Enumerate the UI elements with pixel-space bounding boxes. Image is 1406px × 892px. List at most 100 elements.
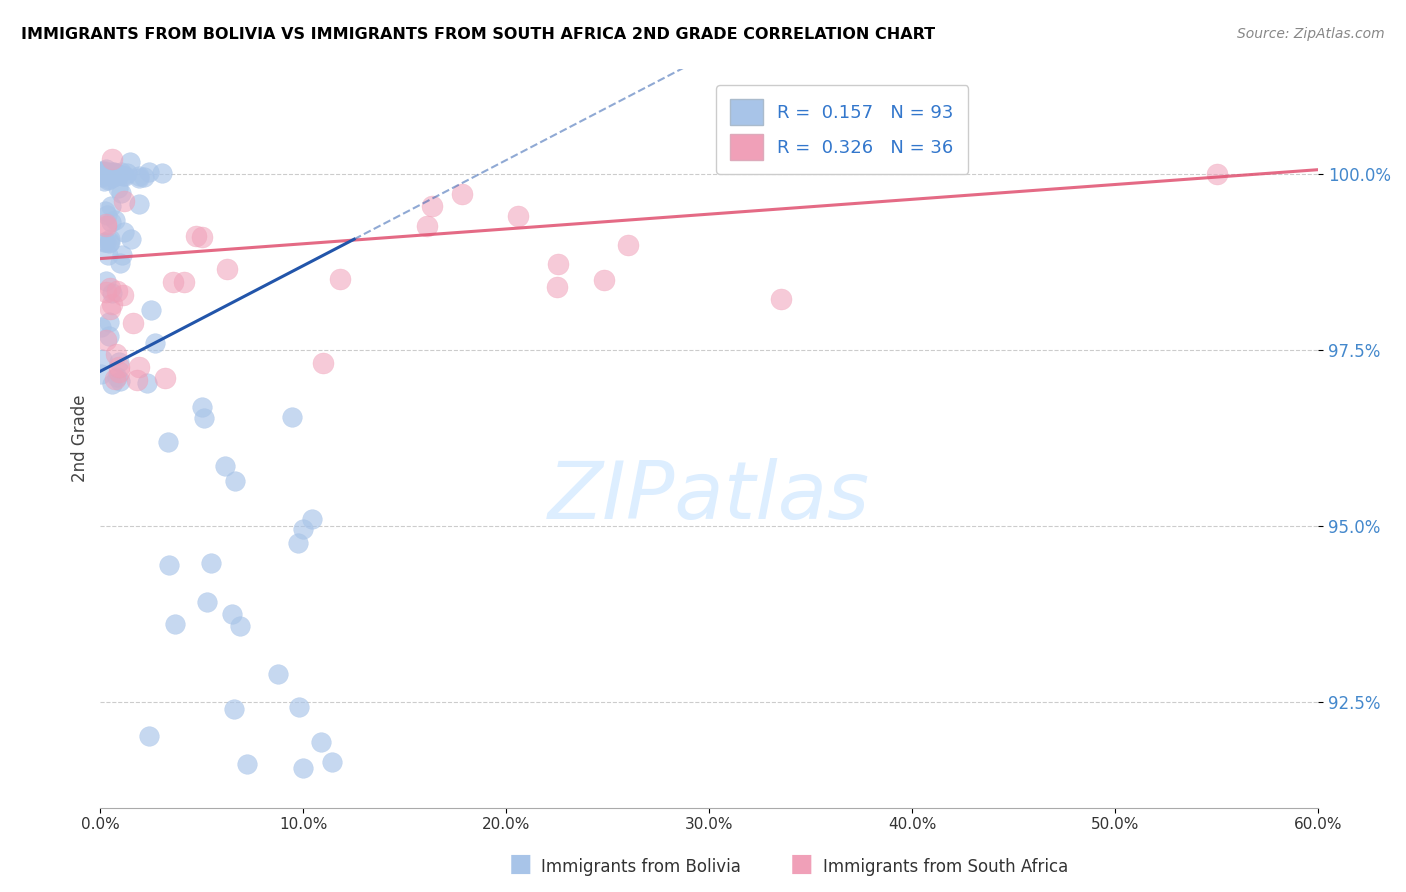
Point (111, 248, 134, 262)
Point (96, 219, 118, 234)
Point (98, 315, 121, 329)
Point (112, 225, 135, 239)
Point (97, 248, 120, 262)
Point (96, 217, 118, 231)
Point (162, 275, 184, 289)
Point (415, 219, 437, 234)
Point (312, 356, 335, 370)
Point (98, 172, 121, 186)
Y-axis label: 2nd Grade: 2nd Grade (72, 394, 89, 482)
Point (163, 617, 186, 632)
Point (138, 165, 160, 179)
Point (105, 370, 128, 384)
Point (224, 702, 246, 716)
Point (101, 376, 124, 391)
Point (329, 271, 352, 285)
Point (451, 186, 474, 201)
Point (143, 335, 166, 350)
Point (96, 333, 118, 347)
Point (98, 281, 121, 295)
Point (108, 365, 131, 379)
Text: Immigrants from Bolivia: Immigrants from Bolivia (541, 858, 741, 876)
Point (288, 700, 311, 714)
Point (98, 236, 121, 251)
Point (138, 729, 160, 743)
Point (110, 165, 132, 179)
Point (104, 166, 127, 180)
Point (98, 328, 121, 343)
Point (122, 316, 145, 330)
Point (150, 165, 173, 179)
Point (93, 168, 115, 182)
Point (215, 262, 238, 277)
Point (90, 170, 112, 185)
Point (157, 558, 180, 572)
Point (104, 347, 127, 361)
Point (110, 186, 132, 200)
Point (506, 209, 529, 223)
Point (118, 155, 141, 169)
Point (96, 274, 118, 288)
Point (100, 215, 122, 229)
Point (107, 360, 129, 375)
Point (546, 279, 568, 293)
Point (93, 174, 115, 188)
Point (1205, 167, 1227, 181)
Point (105, 284, 128, 298)
Point (101, 169, 124, 184)
Point (90, 167, 112, 181)
Point (90, 367, 112, 381)
Point (111, 169, 134, 183)
Point (112, 194, 135, 209)
Legend: R =  0.157   N = 93, R =  0.326   N = 36: R = 0.157 N = 93, R = 0.326 N = 36 (716, 85, 969, 174)
Point (90, 165, 112, 179)
Point (128, 170, 150, 185)
Point (292, 761, 315, 775)
Point (186, 229, 208, 244)
Point (101, 285, 124, 300)
Point (616, 238, 638, 252)
Point (97, 165, 120, 179)
Point (100, 199, 122, 213)
Point (103, 169, 125, 184)
Text: Immigrants from South Africa: Immigrants from South Africa (823, 858, 1067, 876)
Point (136, 376, 159, 391)
Point (94, 165, 117, 179)
Point (101, 152, 124, 166)
Point (90, 164, 112, 178)
Point (301, 511, 323, 525)
Point (214, 458, 236, 473)
Point (769, 292, 792, 306)
Point (191, 401, 214, 415)
Point (139, 303, 162, 318)
Point (100, 297, 122, 311)
Point (94, 168, 117, 182)
Point (321, 756, 343, 770)
Point (96, 285, 118, 299)
Point (200, 557, 222, 571)
Point (98, 235, 121, 249)
Point (107, 180, 129, 194)
Point (93, 235, 115, 250)
Point (191, 229, 214, 244)
Point (280, 409, 302, 424)
Point (108, 354, 131, 368)
Point (128, 359, 150, 374)
Point (100, 169, 122, 184)
Point (96, 208, 118, 222)
Point (193, 411, 215, 425)
Text: ■: ■ (790, 852, 813, 876)
Point (110, 374, 132, 388)
Point (309, 735, 332, 749)
Point (547, 257, 569, 271)
Point (156, 434, 179, 449)
Point (100, 165, 122, 179)
Point (101, 169, 124, 184)
Point (173, 275, 195, 289)
Point (94, 161, 117, 176)
Point (115, 166, 138, 180)
Point (108, 168, 131, 182)
Point (267, 667, 290, 681)
Point (114, 169, 136, 183)
Point (98, 301, 121, 316)
